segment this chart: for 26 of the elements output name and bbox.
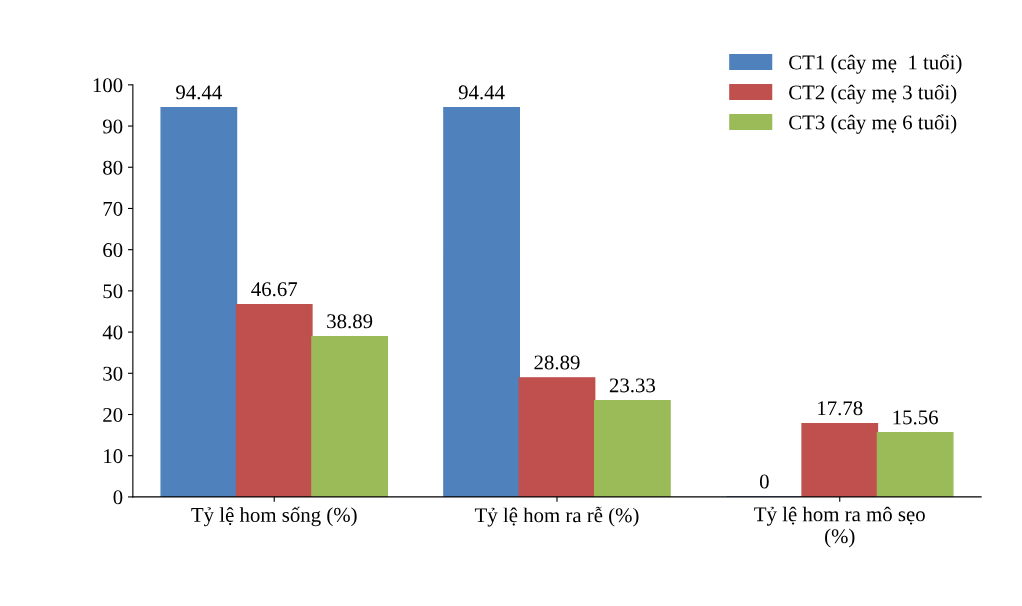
- data-label: 28.89: [534, 355, 580, 370]
- legend-label: CT3 (cây mẹ 6 tuổi): [789, 114, 957, 134]
- data-label: 38.89: [327, 314, 373, 329]
- y-tick-label: 20: [103, 407, 123, 422]
- data-label: 94.44: [458, 85, 505, 100]
- x-tick-label: Tỷ lệ hom ra mô sẹo (%): [754, 506, 925, 548]
- y-tick-label: 10: [104, 449, 123, 464]
- y-tick-label: 60: [103, 243, 123, 258]
- y-tick-label: 100: [93, 78, 123, 93]
- data-label: 23.33: [609, 378, 656, 393]
- y-tick-label: 40: [102, 325, 123, 340]
- y-tick-label: 70: [103, 201, 123, 216]
- x-tick-label: Tỷ lệ hom ra rễ (%): [474, 506, 639, 527]
- legend-label: CT1 (cây mẹ 1 tuổi): [789, 54, 962, 74]
- data-label: 0: [759, 474, 769, 489]
- y-tick-label: 90: [102, 119, 123, 134]
- data-label: 46.67: [251, 282, 298, 297]
- data-label: 17.78: [818, 401, 863, 416]
- data-label: 94.44: [176, 85, 222, 100]
- y-tick-label: 80: [103, 160, 123, 175]
- x-tick-label: Tỷ lệ hom sống (%): [191, 506, 357, 527]
- y-tick-label: 30: [103, 366, 123, 381]
- data-label: 15.56: [893, 410, 938, 425]
- legend-label: CT2 (cây mẹ 3 tuổi): [789, 84, 957, 104]
- y-tick-label: 50: [103, 284, 123, 299]
- y-tick-label: 0: [113, 490, 123, 505]
